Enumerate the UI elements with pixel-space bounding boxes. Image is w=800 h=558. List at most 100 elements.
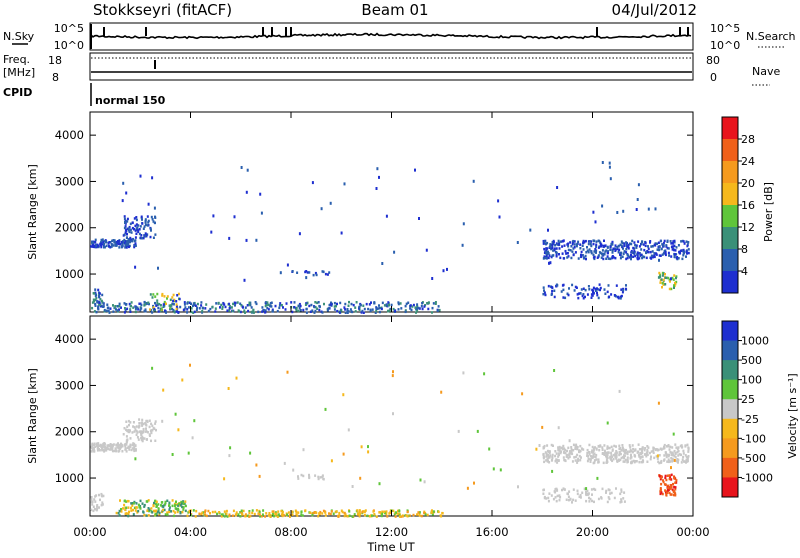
data-cell [611,249,614,252]
data-cell [142,511,145,514]
data-cell [655,455,658,458]
data-cell [587,250,590,254]
data-cell [346,515,349,518]
data-cell [550,443,553,447]
data-cell [137,229,140,232]
data-cell [586,249,589,252]
data-cell [98,506,100,509]
data-cell [578,454,581,458]
data-cell [666,445,669,448]
data-cell [591,493,593,496]
data-cell [124,231,127,234]
cpid-label: CPID [3,86,32,99]
data-cell [594,220,597,224]
data-cell [168,508,171,511]
data-cell [599,241,602,244]
data-cell [134,448,137,451]
data-cell [149,235,152,239]
data-cell [648,451,651,455]
data-cell [212,214,215,218]
data-cell [574,447,577,450]
data-cell [348,514,351,517]
data-cell [354,306,357,309]
data-cell [96,504,99,507]
data-cell [646,450,649,453]
data-cell [152,304,155,308]
data-cell [127,238,130,241]
data-cell [592,447,595,450]
data-cell [418,514,421,517]
data-cell [652,451,655,454]
data-cell [159,304,162,307]
data-cell [643,248,646,252]
data-cell [672,453,675,456]
data-cell [299,309,302,312]
data-cell [629,457,632,460]
data-cell [121,199,124,203]
data-cell [154,301,156,305]
data-cell [369,514,372,517]
data-cell [561,284,564,287]
data-cell [163,295,166,298]
data-cell [673,239,676,243]
colorbar-segment [722,321,738,342]
data-cell [649,457,652,461]
data-cell [135,216,138,219]
data-cell [669,280,671,283]
data-cell [102,302,105,305]
data-cell [146,438,148,441]
data-cell [586,448,589,452]
data-cell [118,308,120,311]
data-cell [171,307,174,311]
data-cell [466,486,469,490]
data-cell [554,454,557,458]
data-cell [347,428,350,432]
data-cell [131,431,134,434]
data-cell [577,257,580,260]
data-cell [103,242,105,246]
data-cell [553,369,556,372]
data-cell [423,511,426,515]
data-cell [386,515,389,518]
data-cell [247,514,250,518]
data-cell [346,308,349,311]
data-cell [627,254,630,258]
data-cell [118,305,121,308]
data-cell [139,507,142,510]
data-cell [95,244,97,247]
data-cell [658,245,661,248]
data-cell [317,475,320,479]
data-cell [318,308,321,312]
data-cell [592,455,595,458]
data-cell [667,486,670,489]
data-cell [565,455,568,458]
data-cell [120,508,122,511]
data-cell [152,293,155,296]
data-cell [568,455,571,459]
data-cell [594,250,597,253]
data-cell [582,293,585,296]
data-cell [118,246,121,249]
data-cell [314,305,317,309]
data-cell [302,474,305,478]
data-cell [543,291,546,294]
data-cell [607,496,610,499]
data-cell [292,468,295,472]
data-cell [360,445,363,449]
data-cell [216,512,218,516]
data-cell [155,513,158,516]
data-cell [564,451,567,455]
data-cell [91,443,94,446]
data-cell [627,243,630,247]
data-cell [579,247,582,250]
data-cell [580,447,583,450]
data-cell [123,215,126,218]
colorbar-tick-label: 100 [741,374,762,387]
data-cell [647,245,649,248]
data-cell [344,308,347,311]
data-cell [182,308,185,312]
data-cell [609,245,612,249]
data-cell [664,273,666,276]
data-cell [207,309,210,313]
